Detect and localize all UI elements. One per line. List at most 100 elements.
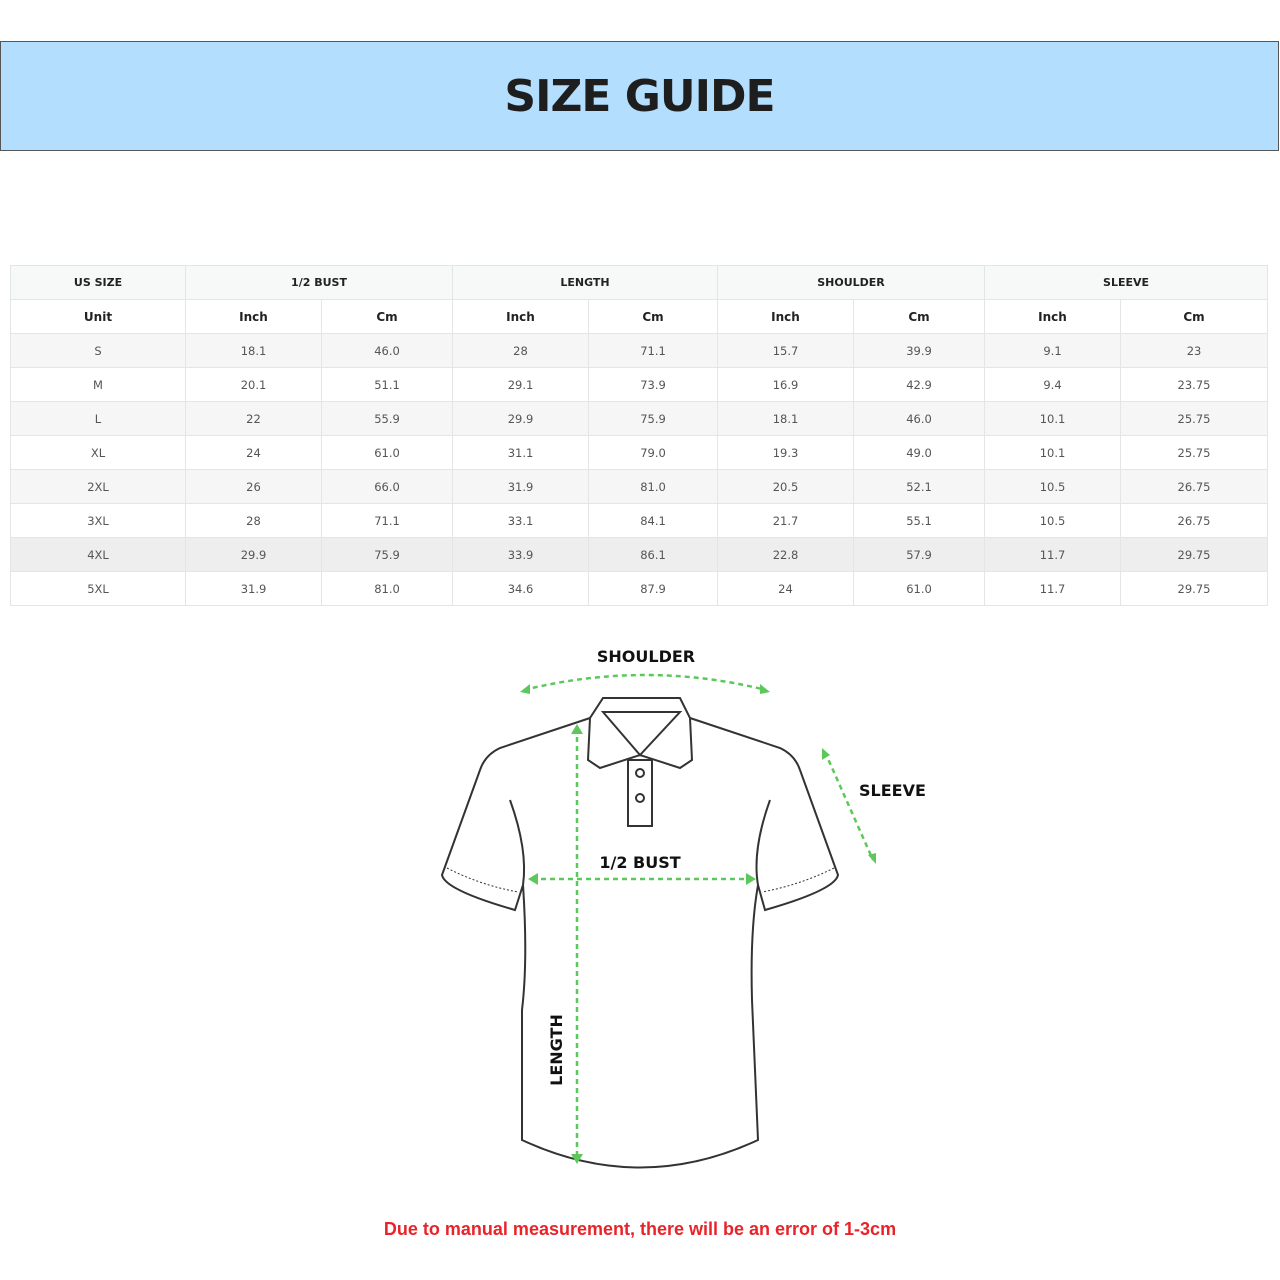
header-us-size: US SIZE xyxy=(10,265,186,300)
sleeve-arrow xyxy=(823,751,875,861)
group-header-row: US SIZE 1/2 BUST LENGTH SHOULDER SLEEVE xyxy=(10,265,1269,300)
measurement-cell: 39.9 xyxy=(852,333,986,368)
measurement-cell: 61.0 xyxy=(321,435,453,470)
measurement-cell: 9.1 xyxy=(984,333,1122,368)
measurement-cell: 66.0 xyxy=(321,469,453,504)
measurement-cell: 11.7 xyxy=(984,571,1122,606)
measurement-cell: 31.1 xyxy=(452,435,589,470)
measurement-cell: 49.0 xyxy=(852,435,986,470)
measurement-cell: 29.75 xyxy=(1120,537,1269,572)
sleeve-label: SLEEVE xyxy=(859,781,926,800)
measurement-cell: 10.5 xyxy=(984,503,1122,538)
title-banner: SIZE GUIDE xyxy=(0,41,1279,151)
unit-header-cell: Inch xyxy=(717,299,854,334)
measurement-cell: 19.3 xyxy=(717,435,854,470)
polo-shirt-outline xyxy=(440,697,840,1169)
measurement-cell: 10.1 xyxy=(984,401,1122,436)
measurement-cell: 29.75 xyxy=(1120,571,1269,606)
size-cell: 4XL xyxy=(10,537,186,572)
measurement-cell: 31.9 xyxy=(185,571,322,606)
measurement-cell: 33.1 xyxy=(452,503,589,538)
size-row: XL 24 61.0 31.1 79.0 19.3 49.0 10.1 25.75 xyxy=(10,435,1269,470)
shirt-diagram: SHOULDER SLEEVE 1/2 BUST LENGTH xyxy=(440,647,926,1169)
size-cell: 3XL xyxy=(10,503,186,538)
unit-header-cell: Unit xyxy=(10,299,186,334)
measurement-cell: 46.0 xyxy=(321,333,453,368)
size-row: 4XL 29.9 75.9 33.9 86.1 22.8 57.9 11.7 29.75 xyxy=(10,537,1269,572)
measurement-cell: 31.9 xyxy=(452,469,589,504)
size-row: 3XL 28 71.1 33.1 84.1 21.7 55.1 10.5 26.75 xyxy=(10,503,1269,538)
measurement-cell: 24 xyxy=(185,435,322,470)
length-label: LENGTH xyxy=(547,1014,566,1086)
measurement-cell: 55.1 xyxy=(852,503,986,538)
measurement-cell: 9.4 xyxy=(984,367,1122,402)
measurement-cell: 15.7 xyxy=(717,333,854,368)
size-row: 2XL 26 66.0 31.9 81.0 20.5 52.1 10.5 26.75 xyxy=(10,469,1269,504)
measurement-cell: 29.9 xyxy=(185,537,322,572)
measurement-cell: 28 xyxy=(452,333,589,368)
measurement-cell: 55.9 xyxy=(321,401,453,436)
header-shoulder: SHOULDER xyxy=(716,265,986,300)
measurement-cell: 23 xyxy=(1120,333,1269,368)
measurement-cell: 86.1 xyxy=(588,537,718,572)
size-cell: 5XL xyxy=(10,571,186,606)
size-cell: S xyxy=(10,333,186,368)
measurement-cell: 10.5 xyxy=(984,469,1122,504)
unit-header-cell: Inch xyxy=(185,299,322,334)
size-table: US SIZE 1/2 BUST LENGTH SHOULDER SLEEVE … xyxy=(10,265,1269,606)
unit-header-row: Unit Inch Cm Inch Cm Inch Cm Inch Cm xyxy=(10,299,1269,334)
measurement-cell: 42.9 xyxy=(852,367,986,402)
measurement-cell: 26 xyxy=(185,469,322,504)
measurement-cell: 84.1 xyxy=(588,503,718,538)
measurement-cell: 29.1 xyxy=(452,367,589,402)
measurement-cell: 61.0 xyxy=(852,571,986,606)
measurement-cell: 26.75 xyxy=(1120,469,1269,504)
measurement-cell: 22 xyxy=(185,401,322,436)
measurement-cell: 57.9 xyxy=(852,537,986,572)
size-row: 5XL 31.9 81.0 34.6 87.9 24 61.0 11.7 29.75 xyxy=(10,571,1269,606)
measurement-cell: 46.0 xyxy=(852,401,986,436)
unit-header-cell: Cm xyxy=(852,299,986,334)
measurement-cell: 71.1 xyxy=(588,333,718,368)
measurement-cell: 21.7 xyxy=(717,503,854,538)
measurement-cell: 23.75 xyxy=(1120,367,1269,402)
measurement-cell: 51.1 xyxy=(321,367,453,402)
size-cell: XL xyxy=(10,435,186,470)
bust-label: 1/2 BUST xyxy=(599,853,680,872)
measurement-cell: 16.9 xyxy=(717,367,854,402)
header-length: LENGTH xyxy=(452,265,718,300)
shoulder-arrow xyxy=(523,673,767,692)
measurement-cell: 33.9 xyxy=(452,537,589,572)
measurement-cell: 18.1 xyxy=(185,333,322,368)
measurement-cell: 79.0 xyxy=(588,435,718,470)
measurement-cell: 18.1 xyxy=(717,401,854,436)
measurement-cell: 28 xyxy=(185,503,322,538)
unit-header-cell: Cm xyxy=(1120,299,1269,334)
measurement-arrows xyxy=(523,673,875,1160)
unit-header-cell: Cm xyxy=(588,299,718,334)
measurement-cell: 20.5 xyxy=(717,469,854,504)
header-sleeve: SLEEVE xyxy=(984,265,1269,300)
measurement-cell: 34.6 xyxy=(452,571,589,606)
arrowheads xyxy=(520,684,876,1164)
shoulder-label: SHOULDER xyxy=(597,647,695,666)
size-row: L 22 55.9 29.9 75.9 18.1 46.0 10.1 25.75 xyxy=(10,401,1269,436)
measurement-cell: 11.7 xyxy=(984,537,1122,572)
size-row: S 18.1 46.0 28 71.1 15.7 39.9 9.1 23 xyxy=(10,333,1269,368)
unit-header-cell: Cm xyxy=(321,299,453,334)
measurement-cell: 81.0 xyxy=(588,469,718,504)
measurement-cell: 75.9 xyxy=(588,401,718,436)
size-cell: M xyxy=(10,367,186,402)
measurement-cell: 10.1 xyxy=(984,435,1122,470)
measurement-cell: 25.75 xyxy=(1120,435,1269,470)
measurement-cell: 29.9 xyxy=(452,401,589,436)
measurement-cell: 73.9 xyxy=(588,367,718,402)
measurement-cell: 25.75 xyxy=(1120,401,1269,436)
measurement-cell: 71.1 xyxy=(321,503,453,538)
size-row: M 20.1 51.1 29.1 73.9 16.9 42.9 9.4 23.75 xyxy=(10,367,1269,402)
page-title: SIZE GUIDE xyxy=(504,70,775,122)
measurement-cell: 22.8 xyxy=(717,537,854,572)
unit-header-cell: Inch xyxy=(452,299,589,334)
unit-header-cell: Inch xyxy=(984,299,1122,334)
size-cell: 2XL xyxy=(10,469,186,504)
